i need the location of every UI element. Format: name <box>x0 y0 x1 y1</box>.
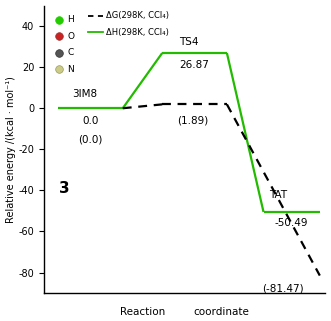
Text: (1.89): (1.89) <box>177 116 209 126</box>
Text: coordinate: coordinate <box>193 308 249 317</box>
Text: O: O <box>67 32 74 41</box>
Text: 0.0: 0.0 <box>82 117 99 126</box>
Text: ΔH(298K, CCl₄): ΔH(298K, CCl₄) <box>106 28 169 37</box>
Y-axis label: Relative energy /(kcal · mol⁻¹): Relative energy /(kcal · mol⁻¹) <box>6 76 16 223</box>
Text: H: H <box>67 15 74 24</box>
Text: TAT: TAT <box>269 190 287 200</box>
Text: 26.87: 26.87 <box>180 60 210 70</box>
Text: C: C <box>67 48 73 57</box>
Text: -50.49: -50.49 <box>275 218 308 228</box>
Text: 3: 3 <box>59 181 69 196</box>
Text: (-81.47): (-81.47) <box>262 284 304 294</box>
Text: TS4: TS4 <box>179 37 199 47</box>
Text: 3IM8: 3IM8 <box>72 89 97 99</box>
Text: (0.0): (0.0) <box>78 135 103 145</box>
Text: Reaction: Reaction <box>120 308 165 317</box>
Text: ΔG(298K, CCl₄): ΔG(298K, CCl₄) <box>106 11 169 20</box>
Text: N: N <box>67 65 74 74</box>
